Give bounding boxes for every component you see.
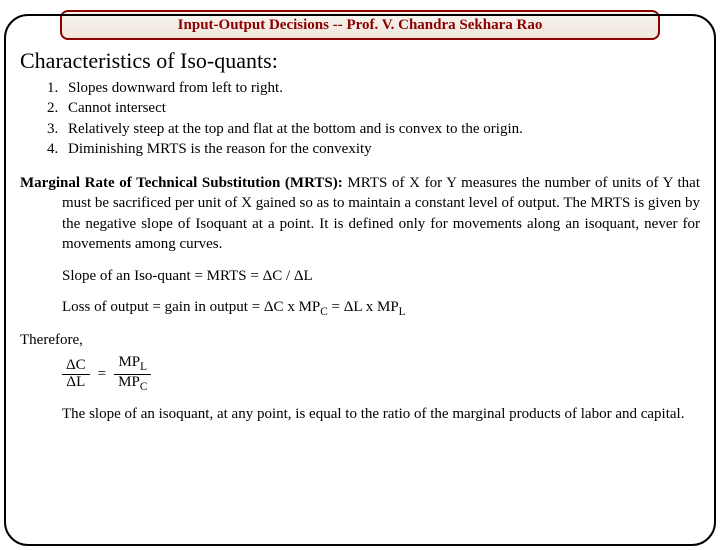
mrts-paragraph: Marginal Rate of Technical Substitution … [20, 173, 700, 254]
equals-sign: = [98, 366, 106, 383]
eq2-prefix: Loss of output = gain in output = ΔC x M… [62, 299, 320, 315]
closing-sentence: The slope of an isoquant, at any point, … [20, 404, 700, 424]
therefore-label: Therefore, [20, 332, 700, 349]
eq2-sub1: C [320, 306, 328, 318]
list-item: Relatively steep at the top and flat at … [62, 119, 700, 139]
content-area: Characteristics of Iso-quants: Slopes do… [0, 40, 720, 424]
list-item: Slopes downward from left to right. [62, 78, 700, 98]
eq2-sub2: L [399, 306, 406, 318]
equation-loss-gain: Loss of output = gain in output = ΔC x M… [20, 299, 700, 318]
list-item: Diminishing MRTS is the reason for the c… [62, 139, 700, 159]
section-title: Characteristics of Iso-quants: [20, 48, 700, 74]
list-item: Cannot intersect [62, 98, 700, 118]
mrts-label: Marginal Rate of Technical Substitution … [20, 175, 347, 191]
header-box: Input-Output Decisions -- Prof. V. Chand… [60, 10, 660, 40]
characteristics-list: Slopes downward from left to right. Cann… [20, 78, 700, 159]
ratio-equation: ΔC ΔL = MPL MPC [62, 355, 151, 394]
fraction-right: MPL MPC [114, 355, 151, 394]
frac-num: MPL [114, 355, 151, 375]
equation-slope: Slope of an Iso-quant = MRTS = ΔC / ΔL [20, 268, 700, 285]
fraction-left: ΔC ΔL [62, 358, 90, 391]
frac-den: MPC [114, 375, 151, 394]
frac-den: ΔL [62, 375, 89, 391]
header-title: Input-Output Decisions -- Prof. V. Chand… [178, 17, 543, 33]
frac-num: ΔC [62, 358, 90, 375]
eq2-mid: = ΔL x MP [328, 299, 399, 315]
